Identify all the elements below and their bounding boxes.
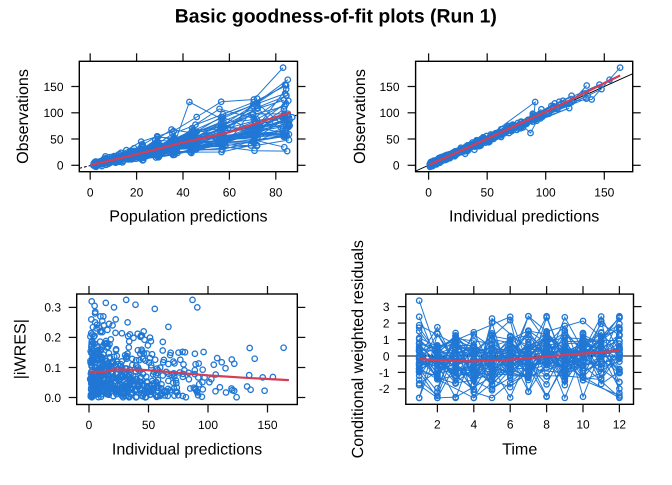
svg-text:100: 100 — [379, 106, 399, 120]
svg-text:60: 60 — [223, 186, 237, 200]
svg-text:2: 2 — [434, 417, 441, 431]
svg-text:8: 8 — [543, 417, 550, 431]
svg-text:150: 150 — [379, 80, 399, 94]
svg-text:4: 4 — [470, 417, 477, 431]
svg-text:6: 6 — [507, 417, 514, 431]
svg-text:150: 150 — [257, 418, 277, 432]
svg-text:150: 150 — [43, 80, 63, 94]
svg-text:-1: -1 — [379, 366, 390, 380]
svg-text:20: 20 — [130, 186, 144, 200]
svg-text:Observations: Observations — [14, 69, 32, 164]
svg-text:Observations: Observations — [351, 69, 369, 164]
svg-text:0.3: 0.3 — [44, 301, 61, 315]
svg-text:1: 1 — [383, 333, 390, 347]
svg-text:50: 50 — [50, 132, 64, 146]
svg-text:Conditional weighted residuals: Conditional weighted residuals — [349, 240, 367, 458]
svg-text:0.2: 0.2 — [44, 331, 61, 345]
svg-text:Time: Time — [502, 440, 537, 458]
svg-text:0: 0 — [86, 418, 93, 432]
svg-text:3: 3 — [383, 300, 390, 314]
svg-text:Individual predictions: Individual predictions — [449, 207, 599, 225]
svg-text:40: 40 — [176, 186, 190, 200]
svg-text:-2: -2 — [379, 382, 390, 396]
svg-text:0: 0 — [425, 186, 432, 200]
svg-text:2: 2 — [383, 316, 390, 330]
svg-text:100: 100 — [43, 106, 63, 120]
svg-text:0: 0 — [393, 159, 400, 173]
svg-text:0: 0 — [87, 186, 94, 200]
svg-text:50: 50 — [481, 186, 495, 200]
svg-text:0: 0 — [57, 159, 64, 173]
svg-text:|iWRES|: |iWRES| — [11, 319, 29, 379]
svg-text:100: 100 — [536, 186, 556, 200]
svg-text:150: 150 — [594, 186, 614, 200]
svg-text:12: 12 — [613, 417, 627, 431]
svg-text:100: 100 — [198, 418, 218, 432]
svg-text:0.0: 0.0 — [44, 391, 61, 405]
svg-text:50: 50 — [386, 132, 400, 146]
svg-text:80: 80 — [269, 186, 283, 200]
svg-text:Basic goodness-of-fit plots (R: Basic goodness-of-fit plots (Run 1) — [175, 6, 497, 28]
svg-text:0.1: 0.1 — [44, 361, 61, 375]
svg-text:0: 0 — [383, 349, 390, 363]
svg-text:Population predictions: Population predictions — [109, 207, 267, 225]
svg-text:50: 50 — [142, 418, 156, 432]
svg-text:10: 10 — [576, 417, 590, 431]
svg-text:Individual predictions: Individual predictions — [112, 440, 262, 458]
